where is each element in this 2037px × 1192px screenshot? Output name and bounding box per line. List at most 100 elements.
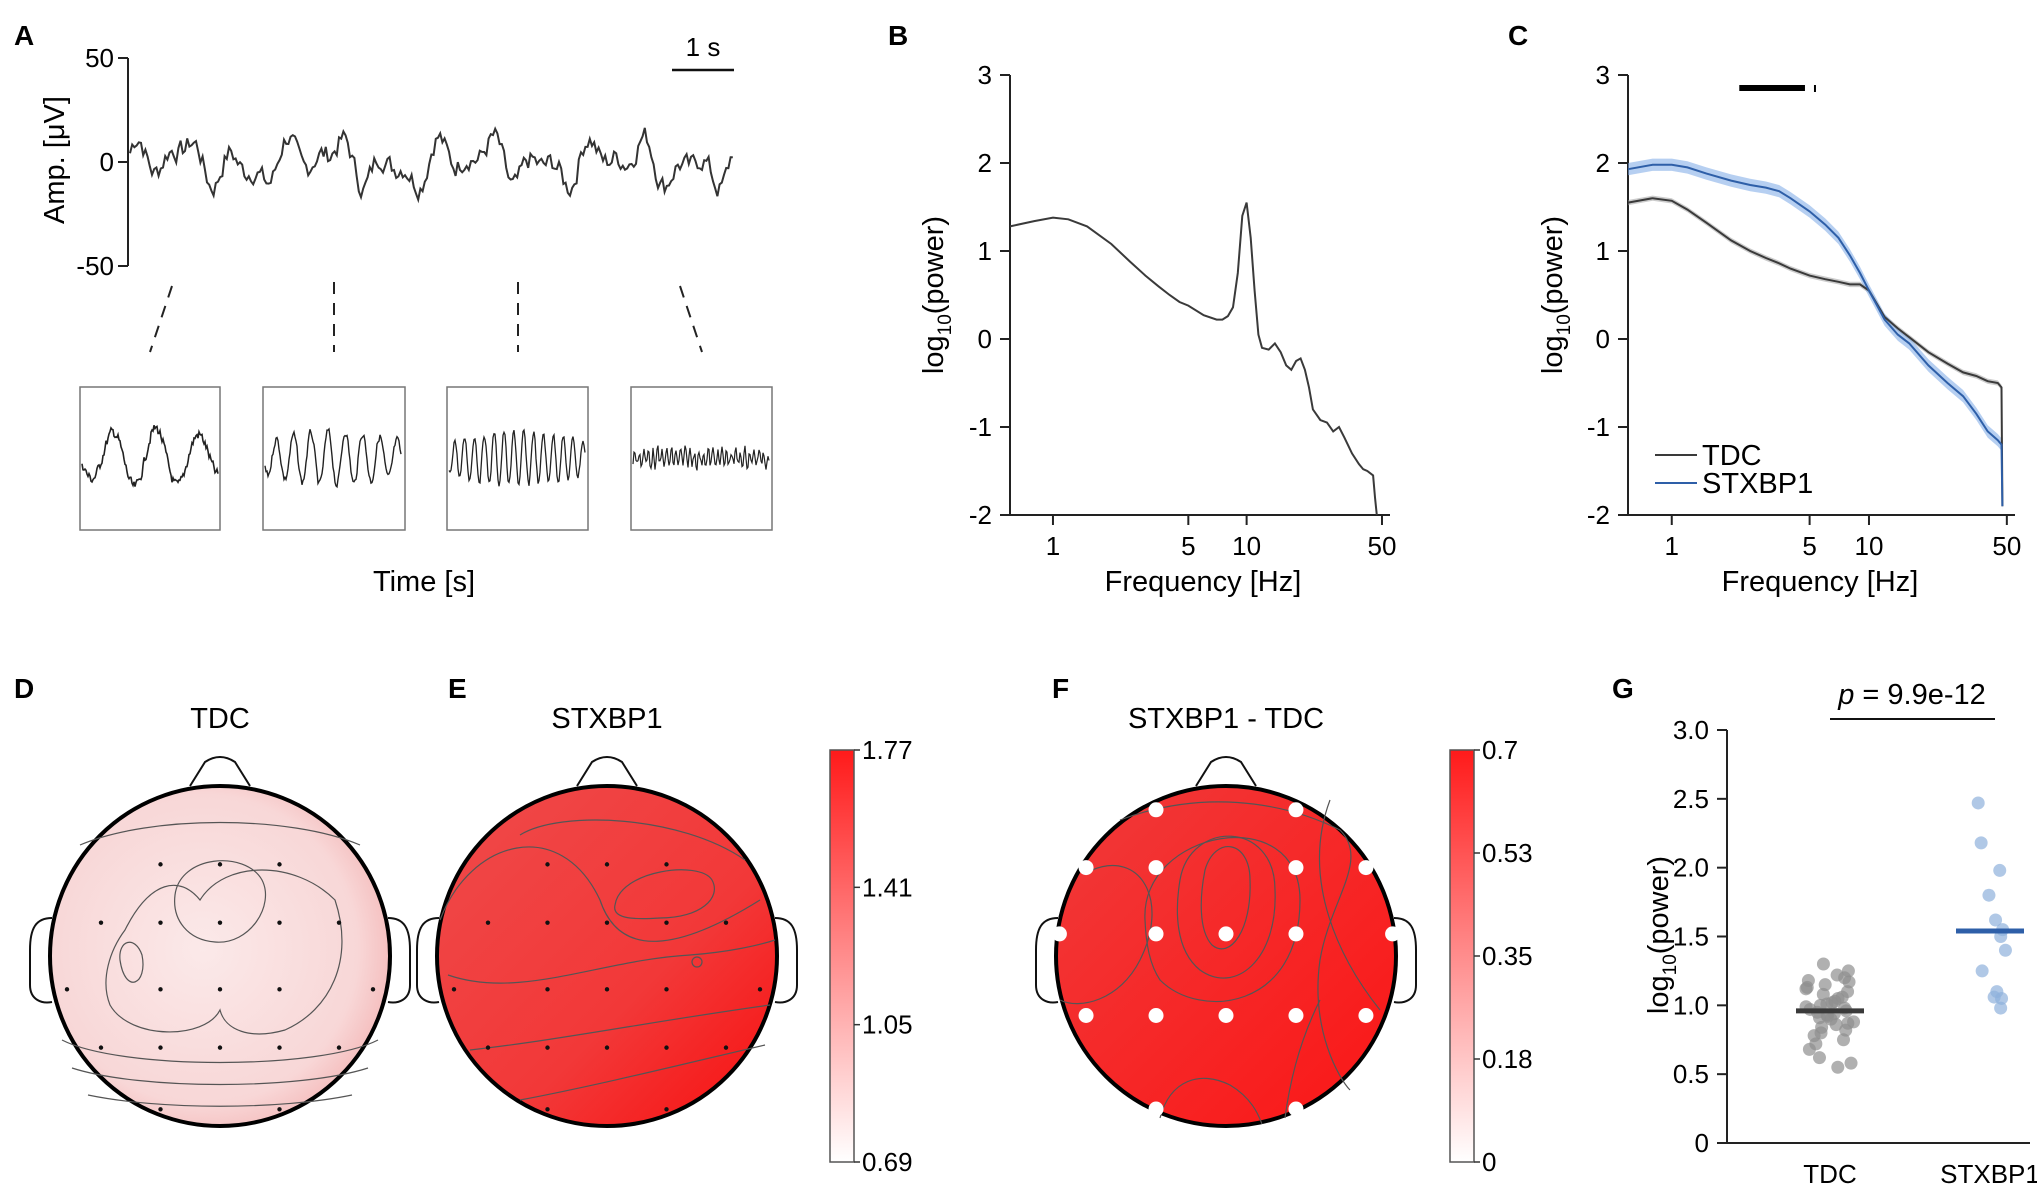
electrode-marker [277, 987, 282, 992]
e-electrodes [451, 862, 763, 1112]
c-x-axis-label: Frequency [Hz] [1722, 566, 1919, 598]
electrode-marker [545, 862, 550, 867]
colorbar-tick-label: 0.18 [1482, 1044, 1533, 1074]
f-nose [1195, 756, 1257, 787]
electrode-marker [604, 1045, 610, 1050]
zoom-inset-box [262, 386, 406, 531]
b-xtick-label: 1 [1046, 531, 1060, 561]
e-contour [439, 846, 761, 942]
colorbar-tick-label: 1.41 [862, 872, 913, 902]
electrode-marker [370, 987, 376, 992]
f-contour [1284, 999, 1321, 1119]
panel-a: 50 0 -50 Amp. [μV] 1 s Time [s] [39, 32, 773, 598]
colorbar-f-gradient [1449, 749, 1475, 1163]
electrode-marker [664, 920, 669, 925]
d-contour [174, 860, 267, 943]
electrode-marker [1288, 802, 1304, 818]
electrode-marker [1358, 860, 1374, 876]
c-stxbp1-ci-band [1628, 158, 2003, 513]
g-data-point [1801, 974, 1815, 988]
electrode-marker [336, 920, 342, 925]
b-y-axis-label: log10(power) [918, 216, 956, 374]
f-head [1054, 784, 1398, 1128]
f-contour [1059, 864, 1153, 1005]
electrode-marker [1148, 860, 1164, 876]
panel-d-topomap: TDC [29, 703, 411, 1128]
g-xtick-label: TDC [1803, 1159, 1856, 1189]
eeg-trace [129, 126, 733, 204]
electrode-marker [485, 920, 491, 925]
e-head [435, 784, 779, 1128]
g-ytick-label: 2.5 [1673, 784, 1709, 814]
g-data-point [1847, 1015, 1861, 1029]
electrode-marker [1218, 1008, 1234, 1023]
c-legend-tdc: TDC [1702, 440, 1762, 472]
c-xtick-label: 5 [1802, 531, 1816, 561]
panel-label-d: D [14, 673, 34, 704]
f-electrodes [1051, 802, 1401, 1117]
electrode-marker [98, 920, 104, 925]
electrode-marker [604, 987, 610, 992]
electrode-marker [545, 1045, 550, 1050]
electrode-marker [217, 862, 223, 867]
g-data-point [1990, 985, 2004, 999]
panel-label-g: G [1612, 673, 1634, 704]
c-xtick-label: 10 [1855, 531, 1884, 561]
e-contour [469, 1004, 771, 1051]
c-ytick-label: -1 [1587, 412, 1610, 442]
c-legend-stxbp1: STXBP1 [1702, 468, 1813, 500]
electrode-marker [158, 920, 163, 925]
g-data-point [1830, 968, 1844, 982]
c-ytick-label: 2 [1596, 148, 1610, 178]
electrode-marker [158, 862, 163, 867]
e-right-ear [774, 917, 798, 1004]
colorbar-tick-label: 0.53 [1482, 838, 1533, 868]
electrode-marker [1288, 1101, 1304, 1117]
d-title: TDC [190, 703, 250, 735]
d-contour [87, 1094, 353, 1107]
electrode-marker [1288, 1008, 1304, 1023]
g-ytick-label: 1.0 [1673, 990, 1709, 1020]
f-right-ear [1393, 917, 1417, 1004]
panel-label-a: A [14, 20, 34, 51]
b-xtick-label: 10 [1232, 531, 1261, 561]
e-left-ear [416, 917, 440, 1004]
b-ytick-label: 3 [978, 60, 992, 90]
g-data-point [1816, 987, 1830, 1001]
g-data-point [1975, 964, 1989, 978]
electrode-marker [451, 987, 457, 992]
d-contour [61, 1039, 379, 1064]
a-x-axis-label: Time [s] [373, 566, 475, 598]
electrode-marker [98, 1045, 104, 1050]
electrode-marker [277, 1045, 282, 1050]
b-x-axis-label: Frequency [Hz] [1105, 566, 1302, 598]
e-contour [691, 956, 703, 968]
e-title: STXBP1 [551, 703, 662, 735]
g-data-point [1982, 888, 1996, 902]
zoom-inset-box [79, 386, 221, 531]
c-ytick-label: 1 [1596, 236, 1610, 266]
electrode-marker [1148, 802, 1164, 818]
e-contour [519, 1044, 766, 1101]
electrode-marker [64, 987, 70, 992]
d-head [48, 784, 392, 1128]
electrode-marker [217, 920, 223, 925]
colorbar-tick-label: 0.7 [1482, 735, 1518, 765]
electrode-marker [1358, 1008, 1374, 1023]
panel-label-c: C [1508, 20, 1528, 51]
g-data-point [1974, 836, 1988, 850]
g-ytick-label: 0.5 [1673, 1059, 1709, 1089]
colorbar-tick-label: 1.05 [862, 1010, 913, 1040]
c-ytick-label: -2 [1587, 500, 1610, 530]
electrode-marker [217, 1045, 223, 1050]
g-data-point [1994, 1001, 2008, 1015]
colorbar-tick-label: 0.69 [862, 1147, 913, 1177]
electrode-marker [1148, 926, 1164, 942]
electrode-marker [664, 987, 669, 992]
colorbar-e-gradient [829, 749, 855, 1163]
e-contour [447, 939, 776, 984]
c-tdc-line [1627, 197, 2004, 507]
electrode-marker [604, 920, 610, 925]
